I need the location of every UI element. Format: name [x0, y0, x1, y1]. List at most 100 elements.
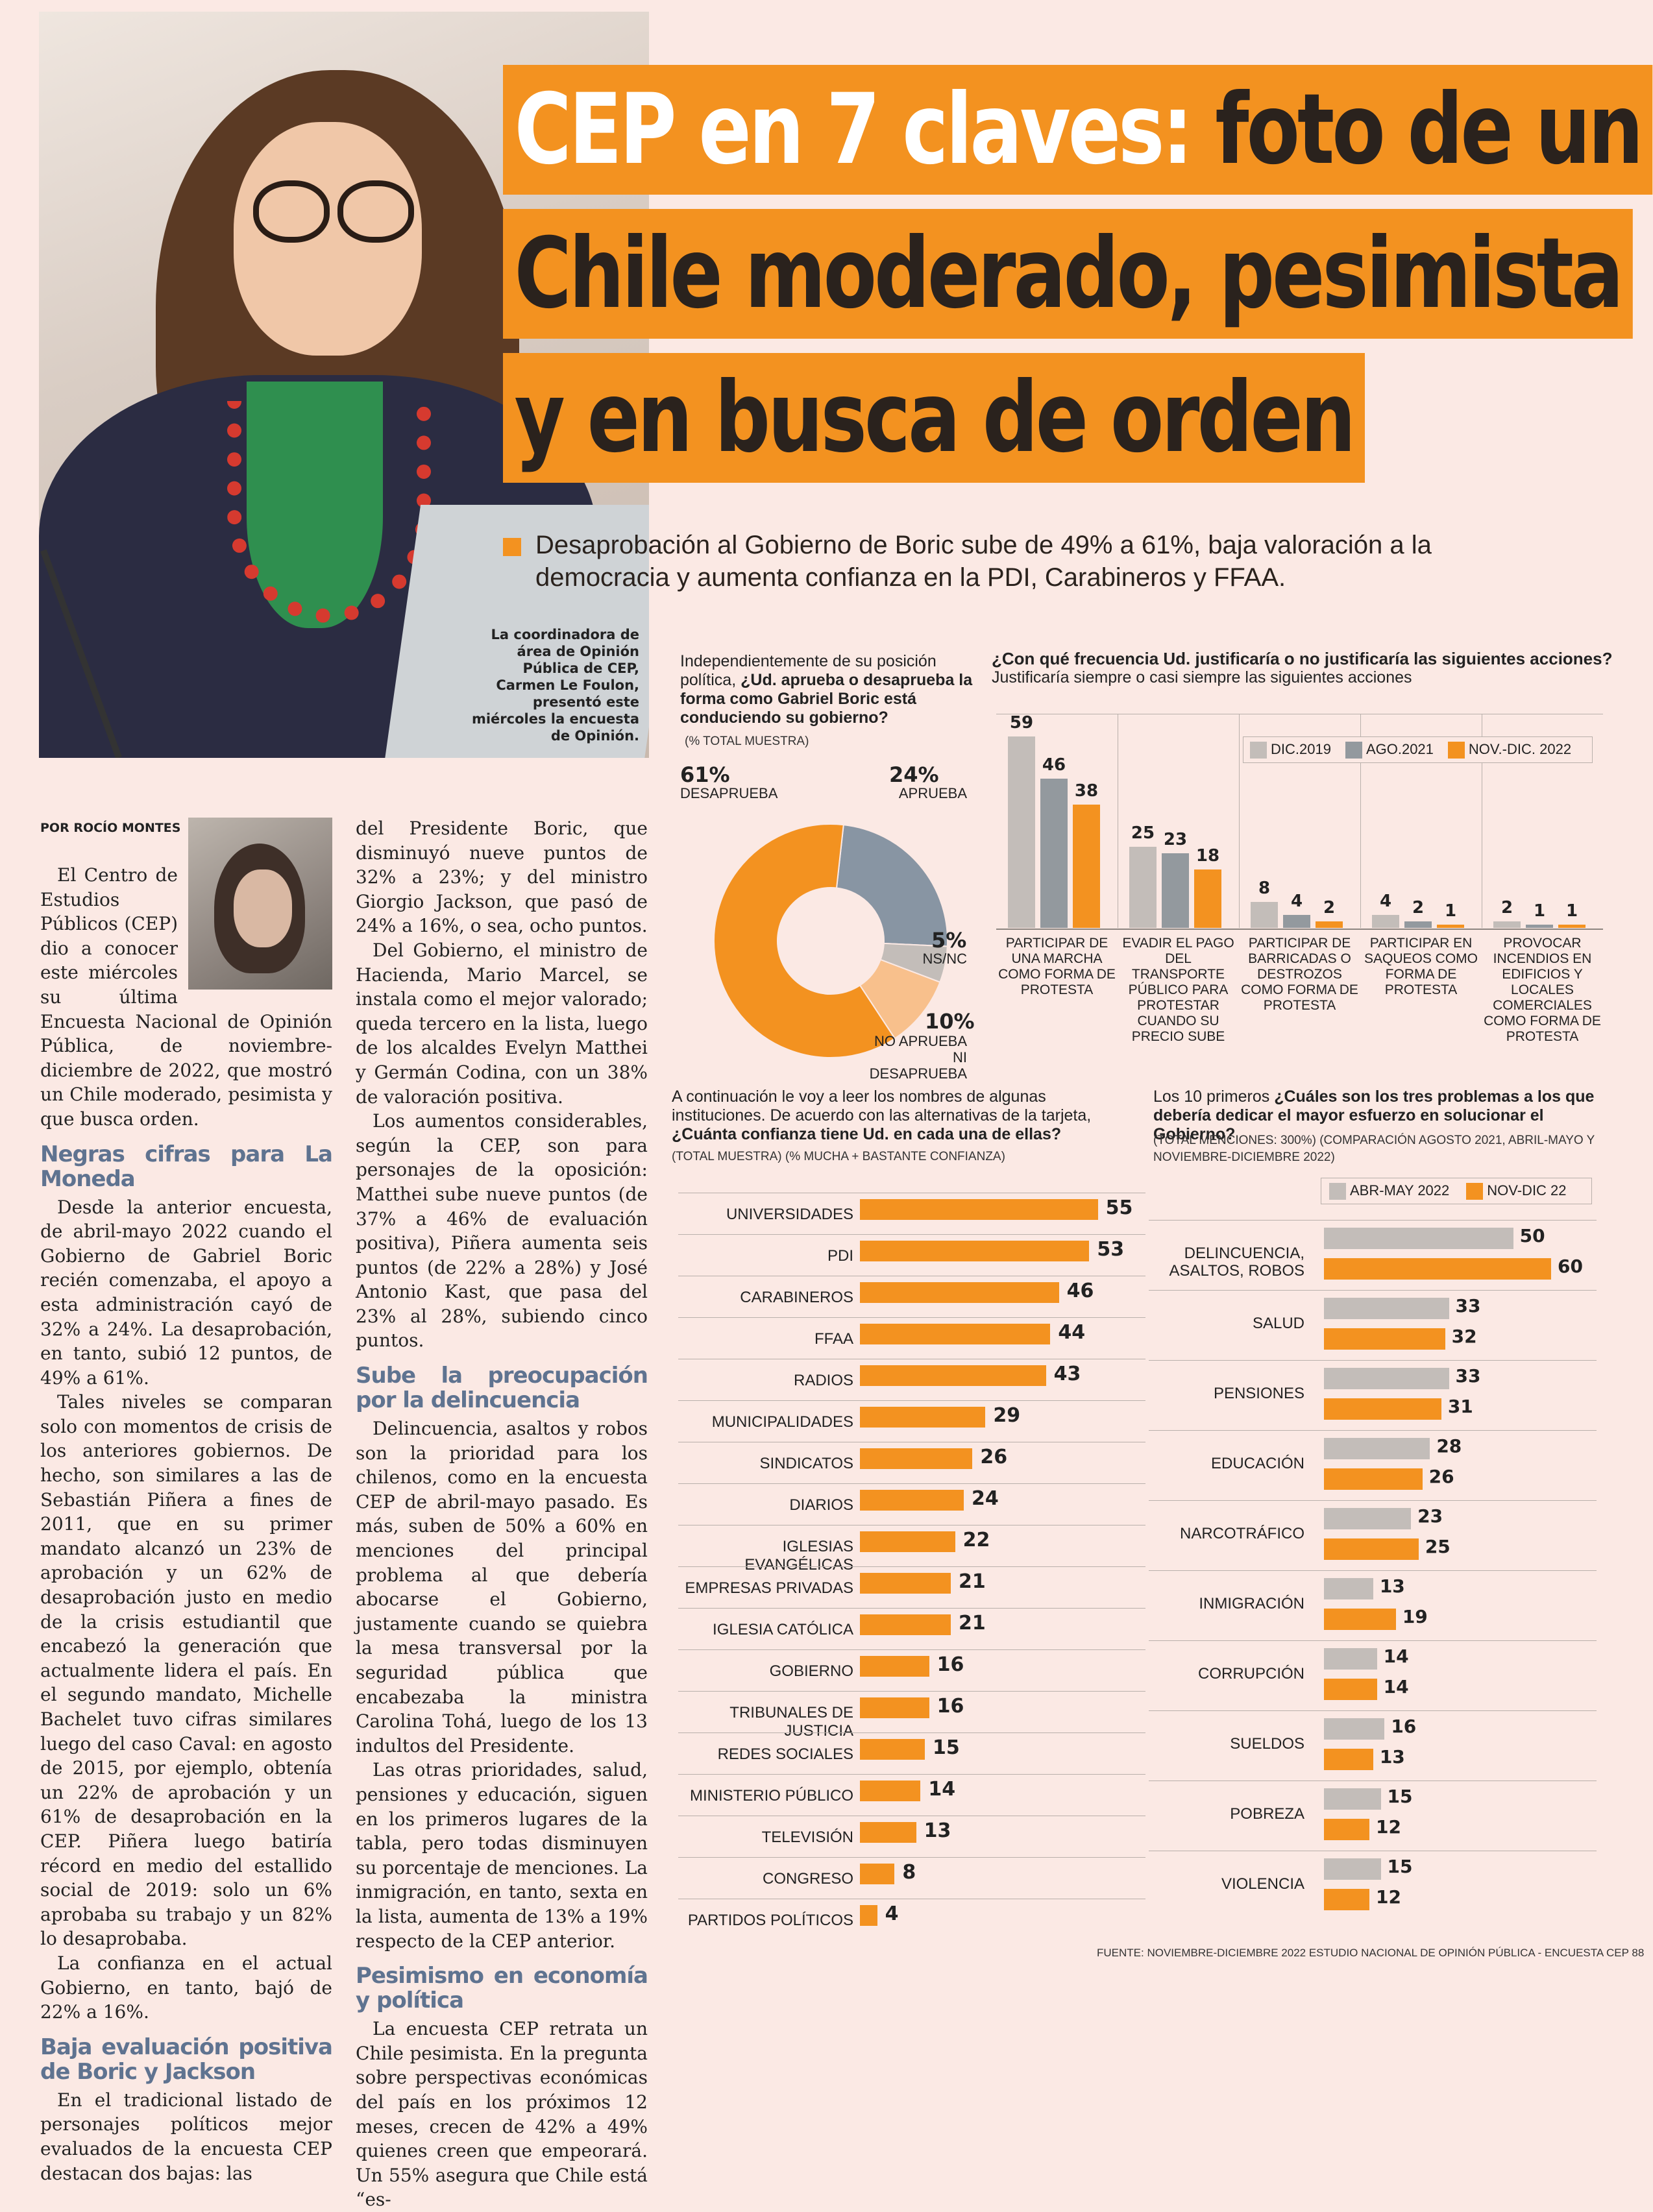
category-label: RADIOS: [793, 1372, 853, 1389]
category-label: UNIVERSIDADES: [726, 1206, 853, 1223]
section-heading: Sube la preocupación por la delincuencia: [356, 1363, 648, 1414]
donut-slice-aprueba: [835, 823, 948, 947]
category-label: EMPRESAS PRIVADAS: [685, 1579, 853, 1597]
bar-dic-2019: [1129, 847, 1157, 928]
bar-dic-2019: [1008, 736, 1035, 928]
bar-nov-dic-22: [1324, 1889, 1369, 1910]
category-label: PARTIDOS POLÍTICOS: [687, 1912, 853, 1929]
bar-value: 16: [937, 1695, 964, 1718]
bar-value: 53: [1097, 1238, 1125, 1261]
bar: [860, 1905, 877, 1926]
bar-value: 2: [1323, 898, 1336, 918]
paragraph: del Presidente Boric, que disminuyó nuev…: [356, 818, 648, 937]
donut-value-desaprueba: 61%: [680, 762, 730, 787]
chart-title-bold: ¿Ud. aprueba o desaprueba la forma como …: [680, 671, 973, 727]
problems-chart-subtitle: (TOTAL MENCIONES: 300%) (COMPARACIÓN AGO…: [1153, 1134, 1595, 1164]
bar-value: 12: [1376, 1816, 1401, 1838]
paragraph: Las otras prioridades, salud, pensiones …: [356, 1759, 648, 1952]
group-divider: [1360, 714, 1361, 928]
bar-value: 29: [993, 1404, 1021, 1427]
legend-label: NOV.-DIC. 2022: [1468, 741, 1572, 757]
bar-abr-may-2022: [1324, 1438, 1430, 1459]
bar-value: 55: [1105, 1197, 1133, 1219]
donut-slice-desaprueba: [713, 823, 896, 1058]
bar-value: 2: [1412, 898, 1425, 918]
bar-value: 4: [885, 1902, 899, 1925]
bar-value: 18: [1195, 846, 1220, 866]
bar: [860, 1365, 1046, 1386]
row-divider: [678, 1649, 1145, 1650]
donut-label-desaprueba: DESAPRUEBA: [680, 785, 778, 801]
legend-item: NOV-DIC 22: [1466, 1182, 1567, 1200]
bar: [860, 1282, 1059, 1303]
confidence-chart-title: A continuación le voy a leer los nombres…: [672, 1088, 1113, 1144]
donut-label-no-aprueba-ni-desaprueba: NO APRUEBA NI DESAPRUEBA: [869, 1033, 967, 1082]
byline: POR ROCÍO MONTES: [40, 821, 181, 835]
bar-value: 15: [1387, 1856, 1413, 1877]
paragraph: La confianza en el actual Gobierno, en t…: [40, 1952, 332, 2023]
category-label: IGLESIA CATÓLICA: [713, 1621, 853, 1638]
category-label: IGLESIAS EVANGÉLICAS: [744, 1538, 853, 1574]
approval-donut-chart: [713, 823, 948, 1058]
article-column-2: del Presidente Boric, que disminuyó nuev…: [356, 816, 648, 2212]
category-label: SUELDOS: [1230, 1735, 1304, 1753]
problems-bar-chart: ABR-MAY 2022 NOV-DIC 22 DELINCUENCIA, ASAL…: [1149, 1178, 1597, 1940]
approval-chart-title: Independientemente de su posición políti…: [680, 652, 985, 727]
bar-value: 26: [1428, 1466, 1454, 1487]
bar-value: 2: [1500, 898, 1513, 918]
row-divider: [1149, 1640, 1597, 1641]
category-label: PROVOCAR INCENDIOS EN EDIFICIOS Y LOCALE…: [1484, 936, 1601, 1044]
row-divider: [1149, 1360, 1597, 1361]
bar-value: 25: [1425, 1536, 1451, 1557]
bar-ago-2021: [1404, 921, 1432, 928]
category-label: PARTICIPAR EN SAQUEOS COMO FORMA DE PROT…: [1364, 936, 1478, 997]
headline-line-3: y en busca de orden: [503, 353, 1365, 483]
bar-value: 23: [1417, 1505, 1443, 1527]
row-divider: [1149, 1500, 1597, 1501]
row-divider: [678, 1234, 1145, 1235]
bar-abr-may-2022: [1324, 1858, 1381, 1880]
category-label: TRIBUNALES DE JUSTICIA: [729, 1704, 853, 1740]
category-label: SALUD: [1252, 1315, 1304, 1332]
row-divider: [678, 1483, 1145, 1484]
chart-title-plain: A continuación le voy a leer los nombres…: [672, 1088, 1092, 1124]
bar-value: 46: [1066, 1280, 1094, 1302]
legend-label: NOV-DIC 22: [1487, 1182, 1567, 1198]
bar-ago-2021: [1283, 915, 1310, 928]
bar-value: 8: [1258, 879, 1271, 898]
headline-line-1: CEP en 7 claves: foto de un: [503, 65, 1653, 195]
category-label: TELEVISIÓN: [761, 1829, 853, 1846]
category-label: MINISTERIO PÚBLICO: [689, 1787, 853, 1805]
paragraph: La encuesta CEP retrata un Chile pesimis…: [356, 2018, 648, 2211]
bar: [860, 1241, 1090, 1261]
row-divider: [678, 1691, 1145, 1692]
bar-value: 50: [1519, 1225, 1545, 1246]
bar: [860, 1407, 986, 1428]
row-divider: [678, 1566, 1145, 1567]
category-label: FFAA: [814, 1330, 853, 1348]
headline-line-3-text: y en busca de orden: [514, 361, 1356, 474]
legend-swatch: [1466, 1183, 1484, 1200]
chart-title-plain: Independientemente de su posición políti…: [680, 652, 937, 689]
chart-title-bold: ¿Cuáles son los tres problemas a los que…: [1153, 1088, 1595, 1143]
bar-nov-dic-22: [1324, 1679, 1377, 1700]
bar-value: 1: [1533, 901, 1546, 921]
bar-nov-dic-22: [1324, 1609, 1396, 1630]
bar-value: 25: [1131, 823, 1155, 843]
bar-nov-dic-22: [1324, 1398, 1441, 1420]
headline-line-2-text: Chile moderado, pesimista: [514, 217, 1624, 330]
bar-value: 60: [1558, 1256, 1583, 1277]
headline-highlight: CEP en 7 claves:: [514, 73, 1194, 186]
bar-value: 13: [1379, 1746, 1405, 1768]
bar-dic-2019: [1493, 921, 1521, 928]
category-label: VIOLENCIA: [1221, 1875, 1304, 1893]
category-label: GOBIERNO: [769, 1662, 853, 1680]
paragraph: Desde la anterior encuesta, de abril-may…: [40, 1196, 332, 1389]
bar-value: 14: [928, 1778, 956, 1801]
category-label: SINDICATOS: [759, 1455, 853, 1472]
category-label: PDI: [827, 1247, 853, 1265]
category-label: POBREZA: [1230, 1805, 1304, 1823]
bar: [860, 1656, 929, 1677]
group-divider: [1239, 714, 1240, 928]
bar-value: 15: [933, 1736, 960, 1759]
